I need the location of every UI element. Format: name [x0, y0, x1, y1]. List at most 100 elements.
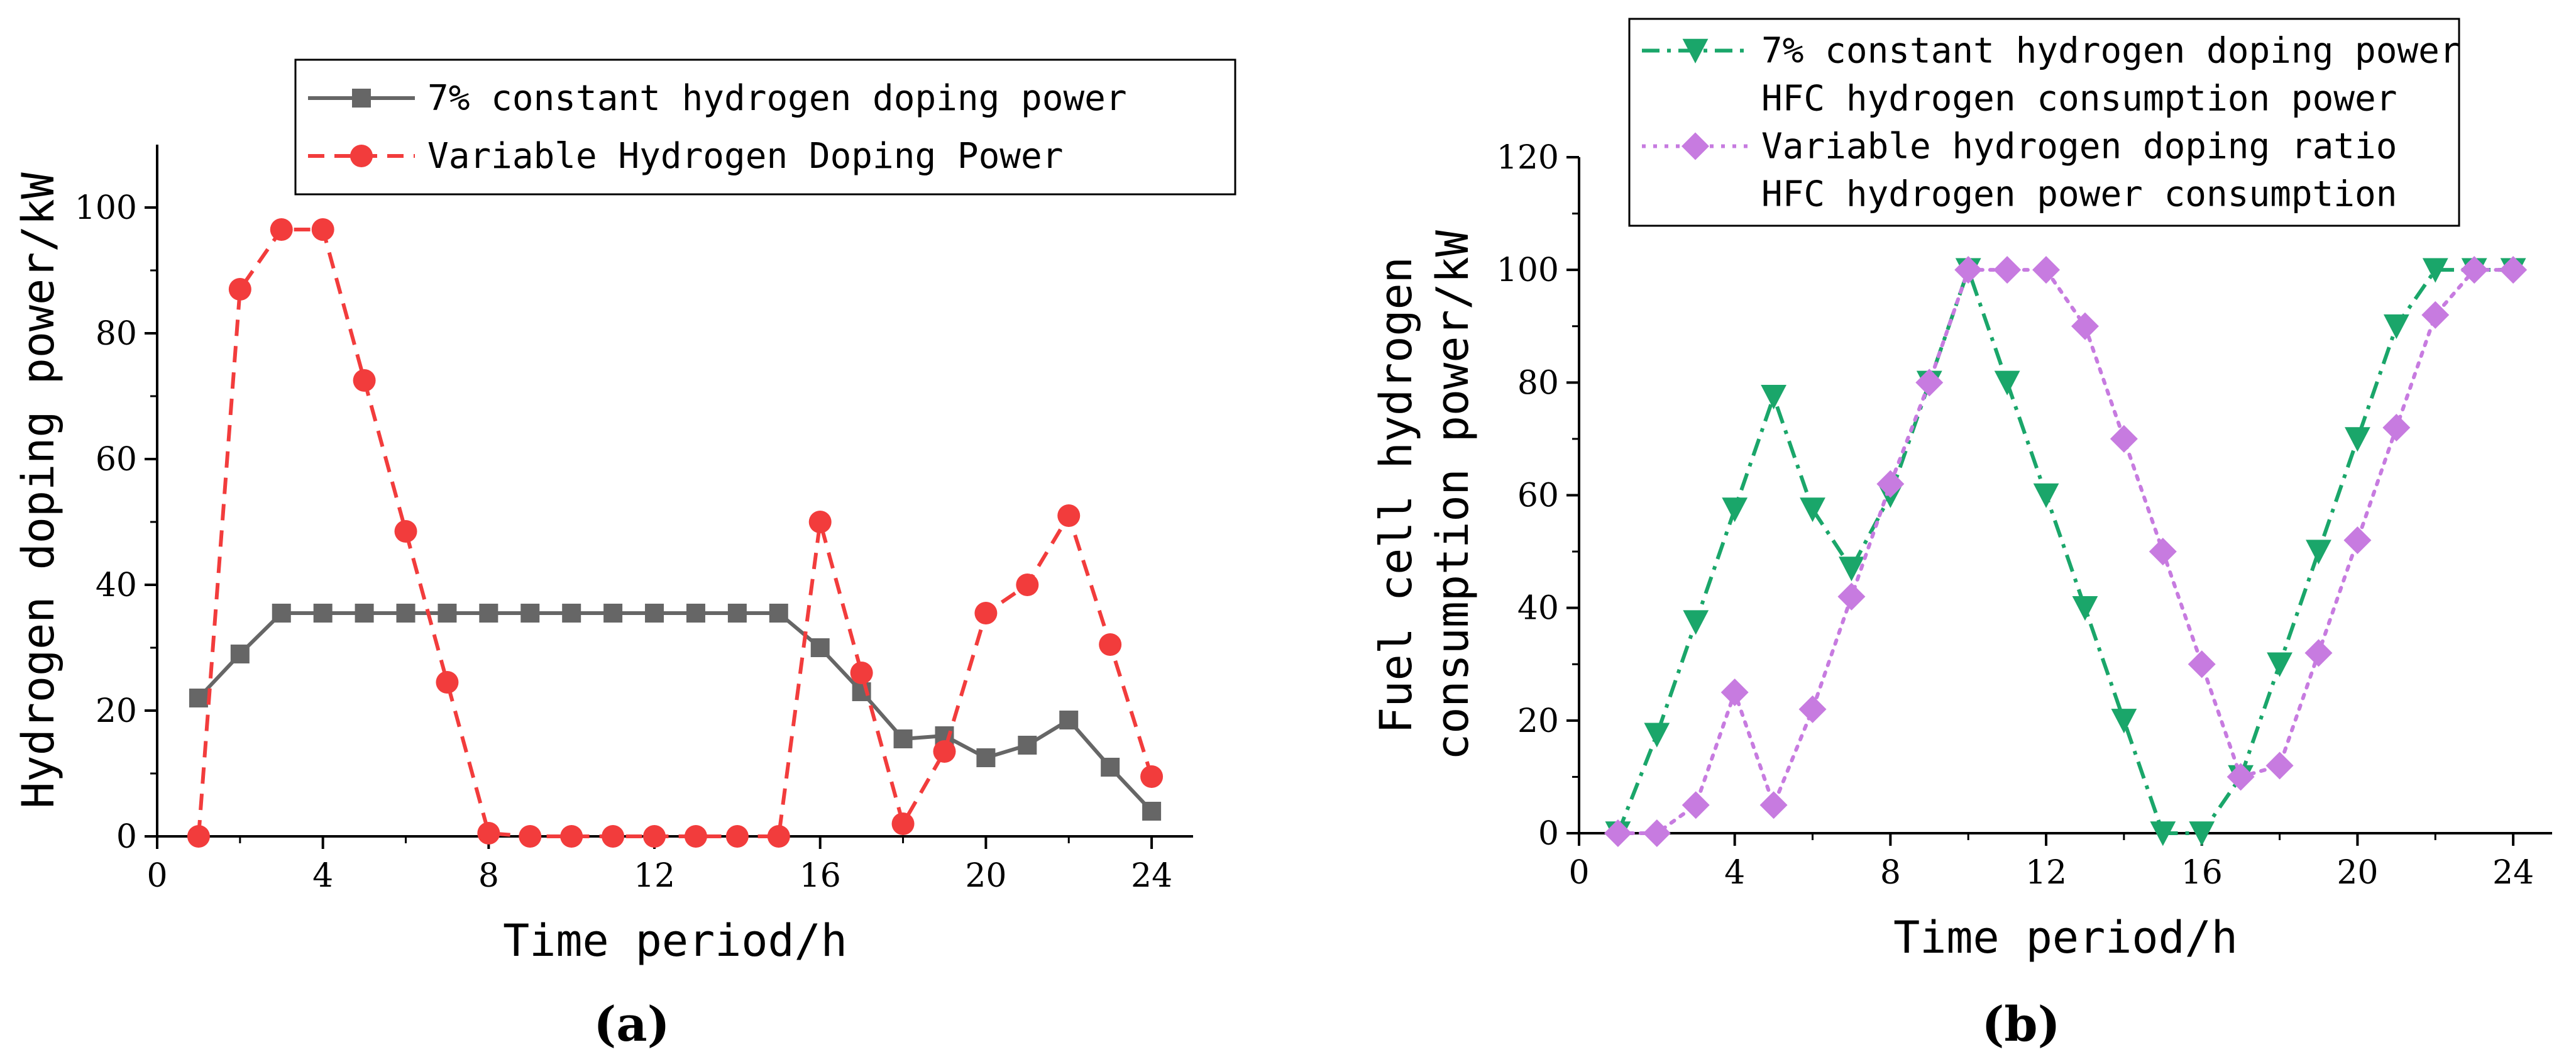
data-point [1800, 497, 1825, 523]
panel-label: (a) [593, 996, 669, 1052]
data-point [2226, 763, 2255, 791]
data-point [645, 604, 664, 623]
series-line [1616, 268, 2514, 835]
data-point [2421, 301, 2450, 329]
data-point [2304, 639, 2333, 667]
legend-entry-label: Variable hydrogen doping ratio [1761, 126, 2397, 167]
data-point [808, 511, 832, 533]
data-point [560, 825, 583, 848]
data-point [1016, 574, 1039, 596]
data-point [725, 825, 749, 848]
data-point [893, 729, 913, 748]
data-point [1683, 610, 1709, 635]
data-point [2188, 650, 2216, 679]
data-point [769, 604, 788, 623]
data-point [1798, 695, 1827, 723]
x-tick-label: 16 [800, 857, 841, 895]
data-point [1954, 256, 1983, 284]
data-point [2343, 526, 2372, 555]
y-tick-label: 20 [1517, 702, 1559, 740]
y-tick-label: 60 [1517, 477, 1559, 515]
data-point [1682, 791, 1710, 819]
data-point [187, 825, 210, 848]
x-tick-label: 24 [1131, 857, 1172, 895]
data-point [2111, 709, 2137, 734]
legend-marker [1682, 38, 1709, 64]
x-tick-label: 16 [2181, 854, 2223, 892]
x-axis-label: Time period/h [503, 915, 847, 967]
x-tick-label: 20 [965, 857, 1006, 895]
legend-marker [1682, 132, 1709, 160]
data-point [1018, 736, 1037, 755]
legend-box [294, 58, 1236, 196]
data-point [436, 671, 459, 694]
data-point [603, 604, 623, 623]
data-point [976, 748, 996, 767]
data-point [2382, 414, 2411, 441]
y-tick-label: 100 [1497, 252, 1559, 289]
data-point [2189, 821, 2215, 846]
x-tick-label: 12 [2025, 854, 2067, 892]
legend: 7% constant hydrogen doping power HFC hyd… [1628, 18, 2461, 227]
series-2 [187, 218, 1164, 848]
legend-entry-label: HFC hydrogen consumption power [1761, 79, 2397, 119]
y-tick-label: 60 [96, 441, 137, 479]
x-tick-label: 4 [312, 857, 333, 895]
data-point [2072, 596, 2098, 621]
data-point [2110, 424, 2138, 453]
y-tick-label: 0 [116, 818, 137, 856]
y-tick-label: 0 [1538, 815, 1559, 853]
data-point [396, 604, 416, 623]
data-point [2460, 256, 2489, 284]
data-point [727, 604, 747, 623]
data-point [519, 825, 542, 848]
data-point [1837, 582, 1866, 611]
data-point [2306, 540, 2331, 565]
data-point [850, 662, 873, 684]
data-point [520, 604, 540, 623]
data-point [1994, 370, 2020, 396]
panel-a: 0 4 8 12 16 20 24 0 20 40 60 80 100 Time period/h Hydr… [13, 58, 1236, 1052]
data-point [974, 602, 998, 624]
data-point [1644, 723, 1670, 748]
y-tick-label: 100 [75, 189, 137, 227]
data-point [1720, 679, 1749, 707]
data-point [1057, 504, 1081, 527]
data-point [313, 604, 333, 623]
data-point [1142, 802, 1162, 821]
y-tick-label: 120 [1497, 139, 1559, 177]
data-point [311, 218, 334, 241]
x-tick-label: 24 [2492, 854, 2534, 892]
data-point [1604, 819, 1632, 847]
data-point [1099, 633, 1122, 656]
legend-entry-label: 7% constant hydrogen doping power [427, 78, 1127, 119]
series-line [1616, 268, 2516, 835]
y-tick-label: 80 [96, 315, 137, 353]
data-point [479, 604, 498, 623]
data-point [1140, 765, 1164, 788]
data-point [477, 822, 500, 845]
data-point [270, 218, 293, 241]
data-point [2267, 652, 2293, 677]
series-1 [189, 604, 1162, 821]
data-point [438, 604, 457, 623]
y-tick-label: 20 [96, 692, 137, 730]
data-point [684, 825, 707, 848]
data-point [2071, 312, 2099, 340]
data-point [1993, 256, 2022, 284]
data-point [2345, 427, 2370, 452]
panel-label: (b) [1981, 996, 2060, 1052]
y-tick-label: 40 [96, 567, 137, 604]
y-tick-label: 80 [1517, 364, 1559, 402]
data-point [189, 689, 208, 707]
legend-entry-label: HFC hydrogen power consumption [1761, 174, 2397, 215]
y-axis-label: Hydrogen doping power/kW [13, 172, 64, 808]
data-point [394, 520, 417, 543]
data-point [2149, 538, 2177, 566]
x-tick-label: 12 [634, 857, 675, 895]
data-point [2150, 821, 2176, 846]
legend-entry-label: Variable Hydrogen Doping Power [427, 136, 1063, 177]
data-point [2422, 258, 2448, 283]
data-point [1839, 557, 1864, 582]
legend-box [1628, 18, 2460, 227]
